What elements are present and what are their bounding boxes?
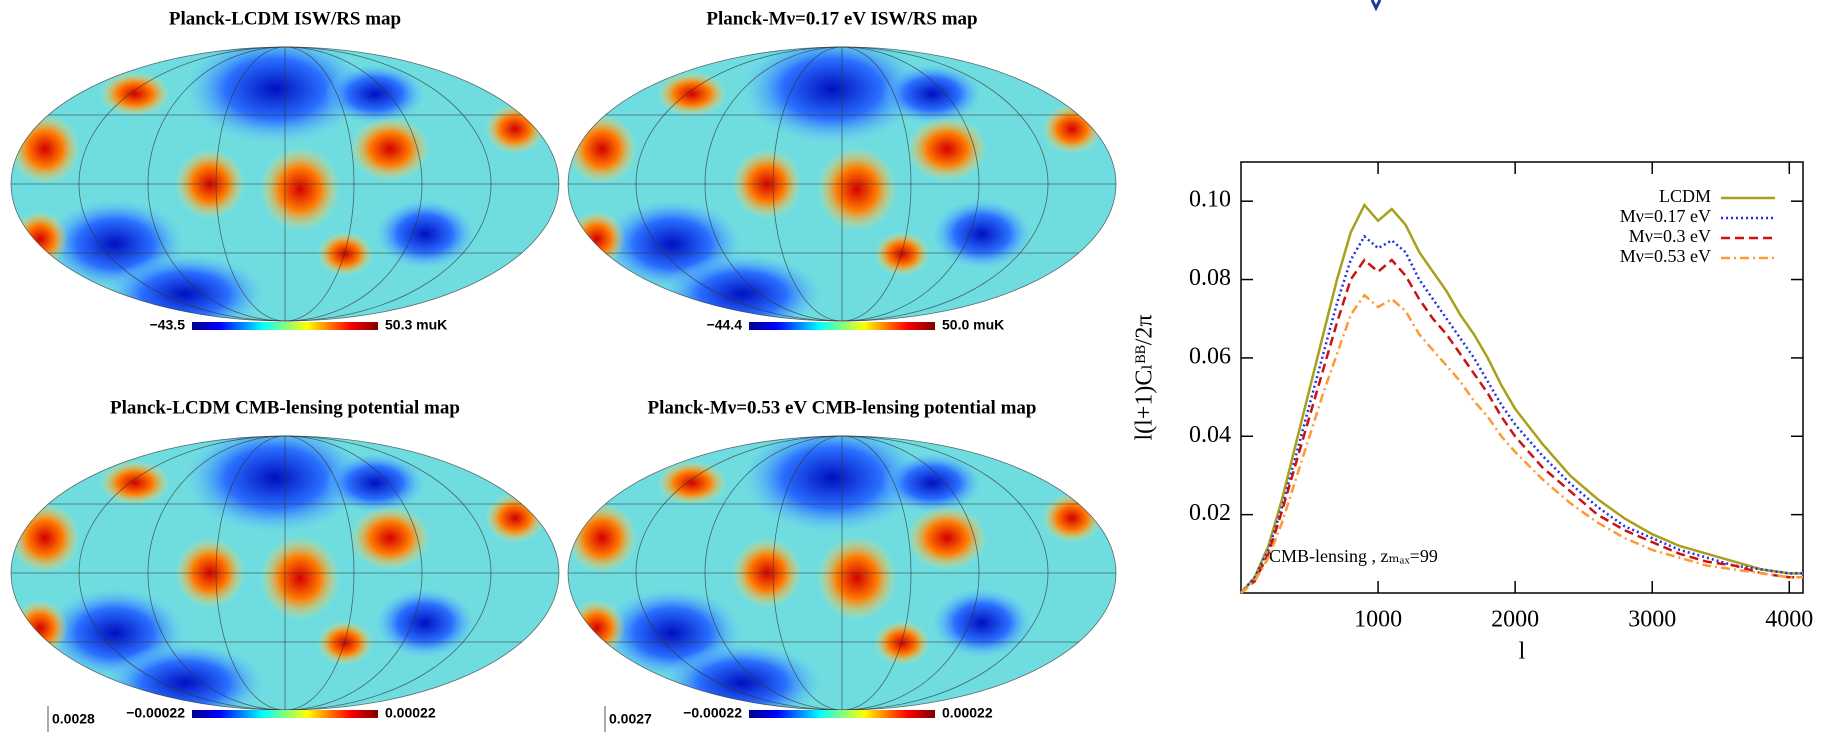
maps: Planck-LCDM ISW/RS map −43.5 50.3 muK Planc… <box>10 8 1116 732</box>
map-title: Planck-Mν=0.53 eV CMB-lensing potential … <box>648 397 1037 418</box>
series-line <box>1240 202 1803 594</box>
colorbar-min: −0.00022 <box>126 705 185 721</box>
colorbar <box>192 710 378 718</box>
colorbar-min: −0.00022 <box>683 705 742 721</box>
map-title: Planck-LCDM CMB-lensing potential map <box>110 397 460 418</box>
map-title: Planck-LCDM ISW/RS map <box>169 8 401 29</box>
chart: 0.02 0.04 0.06 0.08 0.10 1000 2000 3000 4000 l l(l… <box>1132 161 1813 665</box>
legend-label: Mν=0.3 eV <box>1629 226 1711 246</box>
colorbar <box>749 710 935 718</box>
y-tick-label: 0.02 <box>1189 500 1231 526</box>
scale-label: 0.0028 <box>52 711 95 727</box>
sky-map <box>10 423 559 723</box>
fragment <box>1370 0 1382 12</box>
series-line <box>1240 293 1803 594</box>
colorbar <box>192 322 378 330</box>
map-title: Planck-Mν=0.17 eV ISW/RS map <box>706 8 977 29</box>
colorbar-max: 0.00022 <box>942 705 993 721</box>
colorbar-max: 50.0 muK <box>942 317 1004 333</box>
legend-label: Mν=0.53 eV <box>1620 246 1711 266</box>
scale-label: 0.0027 <box>609 711 652 727</box>
x-tick-label: 3000 <box>1628 607 1676 633</box>
legend-label: Mν=0.17 eV <box>1620 206 1711 226</box>
series-line <box>1240 258 1803 594</box>
colorbar-max: 0.00022 <box>385 705 436 721</box>
sky-map <box>567 423 1116 723</box>
colorbar-min: −43.5 <box>150 317 186 333</box>
x-tick-label: 2000 <box>1491 607 1539 633</box>
y-tick-label: 0.08 <box>1189 265 1231 291</box>
sky-map <box>10 34 559 334</box>
sky-map <box>567 34 1116 334</box>
x-tick-label: 4000 <box>1765 607 1813 633</box>
plot-frame <box>1240 161 1804 594</box>
y-tick-label: 0.06 <box>1189 343 1231 369</box>
series-line <box>1240 234 1803 594</box>
colorbar-max: 50.3 muK <box>385 317 447 333</box>
annotation: CMB-lensing , zₘₐₓ=99 <box>1269 546 1438 566</box>
colorbar-min: −44.4 <box>707 317 743 333</box>
colorbar <box>749 322 935 330</box>
legend-label: LCDM <box>1659 186 1711 206</box>
y-tick-label: 0.04 <box>1189 422 1231 448</box>
y-axis-label: l(l+1)Cₗᴮᴮ/2π <box>1132 314 1158 440</box>
x-axis-label: l <box>1519 639 1526 665</box>
x-tick-label: 1000 <box>1354 607 1402 633</box>
y-tick-label: 0.10 <box>1189 187 1231 213</box>
